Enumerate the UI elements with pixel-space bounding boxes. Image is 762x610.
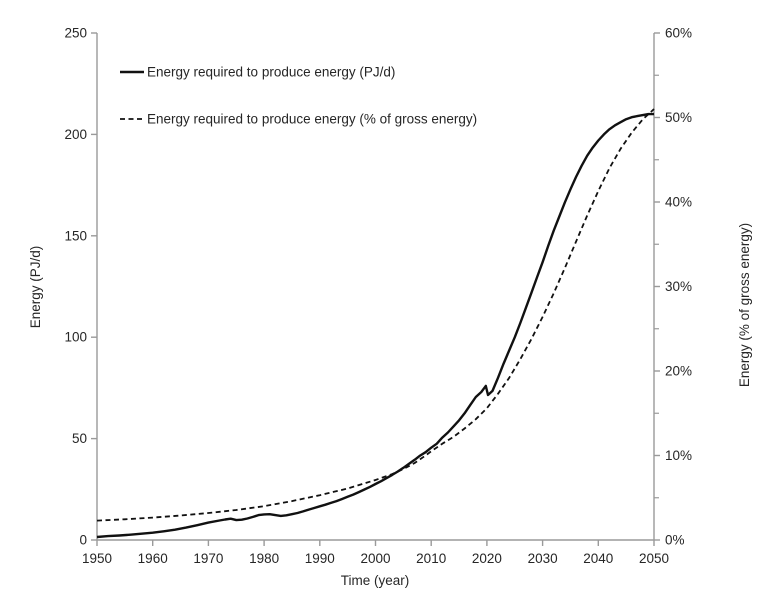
y-left-tick-label: 150 [64, 228, 87, 243]
legend-label-percent: Energy required to produce energy (% of … [147, 112, 477, 127]
x-tick-label: 1960 [138, 551, 168, 566]
axes-layer: 0 50 100 150 200 250 0% 10% 20% 30% 40% 50% 60% 1950 1… [64, 26, 692, 567]
y-left-tick-label: 250 [64, 26, 87, 41]
y-axis-title-left: Energy (PJ/d) [28, 246, 43, 329]
legend-label-pjd: Energy required to produce energy (PJ/d) [147, 65, 395, 80]
series-line-percent [96, 108, 655, 522]
y-right-tick-label: 10% [665, 448, 692, 463]
y-right-tick-label: 40% [665, 195, 692, 210]
titles-layer: Time (year) Energy (PJ/d) Energy (% of g… [28, 223, 752, 588]
x-tick-label: 2020 [472, 551, 502, 566]
x-tick-label: 1980 [249, 551, 279, 566]
series-line-pjd [96, 112, 654, 539]
x-tick-label: 2030 [528, 551, 558, 566]
x-tick-label: 2050 [639, 551, 669, 566]
x-tick-label: 1950 [82, 551, 112, 566]
x-tick-label: 2000 [360, 551, 390, 566]
x-tick-label: 1970 [193, 551, 223, 566]
y-right-tick-label: 0% [665, 533, 685, 548]
y-right-tick-label: 20% [665, 364, 692, 379]
x-tick-label: 2040 [583, 551, 613, 566]
legend: Energy required to produce energy (PJ/d)… [120, 65, 477, 127]
y-left-tick-label: 200 [64, 127, 87, 142]
y-left-tick-label: 50 [72, 431, 87, 446]
y-left-tick-label: 0 [79, 533, 87, 548]
y-axis-title-right: Energy (% of gross energy) [737, 223, 752, 387]
x-tick-label: 1990 [305, 551, 335, 566]
y-left-tick-label: 100 [64, 330, 87, 345]
x-tick-label: 2010 [416, 551, 446, 566]
x-axis-title: Time (year) [341, 573, 410, 588]
y-right-tick-label: 30% [665, 279, 692, 294]
y-right-tick-label: 60% [665, 26, 692, 41]
series-layer [96, 108, 655, 539]
y-right-tick-label: 50% [665, 110, 692, 125]
